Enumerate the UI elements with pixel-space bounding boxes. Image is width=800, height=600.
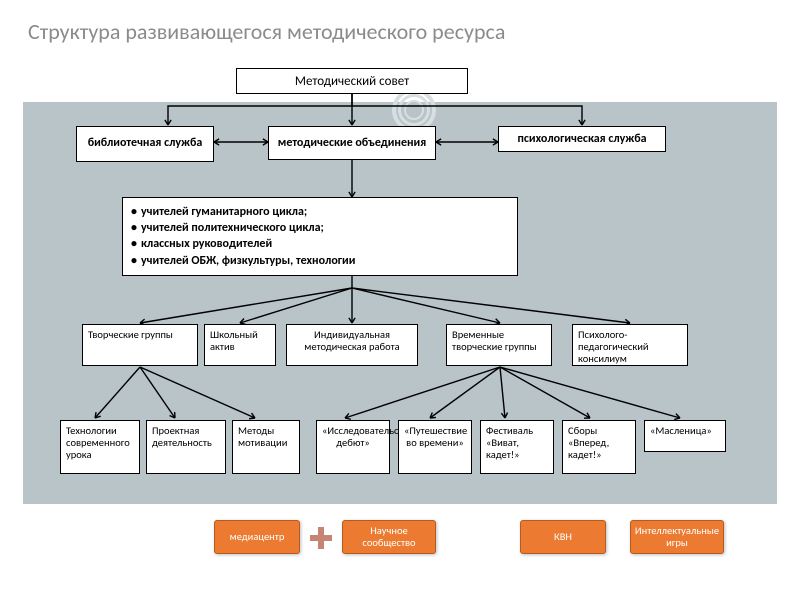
page-title: Структура развивающегося методического р… [0,0,800,45]
node-creative-groups: Творческие группы [82,324,198,366]
node-temp-groups: Временные творческие группы [446,324,552,366]
node-individual: Индивидуальная методическая работа [286,324,418,366]
node-psych: психологическая служба [498,126,666,152]
list-item: учителей политехнического цикла; [131,220,509,236]
orange-games: Интеллектуальные игры [630,520,724,554]
node-festival: Фестиваль «Виват, кадет!» [480,420,554,474]
orange-media: медиацентр [214,520,300,554]
node-top: Методический совет [236,68,468,94]
node-tech: Технологии современного урока [60,420,140,474]
node-debut: «Исследовательский дебют» [316,420,390,474]
node-motiv: Методы мотивации [232,420,300,474]
node-library: библиотечная служба [76,126,214,162]
node-project: Проектная деятельность [146,420,226,474]
node-school-active: Школьный актив [204,324,276,366]
plus-icon [310,527,332,549]
orange-science: Научное сообщество [342,520,436,554]
list-item: учителей гуманитарного цикла; [131,204,509,220]
list-item: классных руководителей [131,236,509,252]
node-consilium: Психолого-педагогический консилиум [572,324,688,366]
list-item: учителей ОБЖ, физкультуры, технологии [131,253,509,269]
node-maslen: «Масленица» [644,420,726,452]
node-associations: методические объединения [268,126,436,160]
orange-kvn: КВН [520,520,606,554]
node-list: учителей гуманитарного цикла; учителей п… [122,197,518,276]
node-sbory: Сборы «Вперед, кадет!» [562,420,636,474]
node-travel: «Путешествие во времени» [398,420,472,474]
